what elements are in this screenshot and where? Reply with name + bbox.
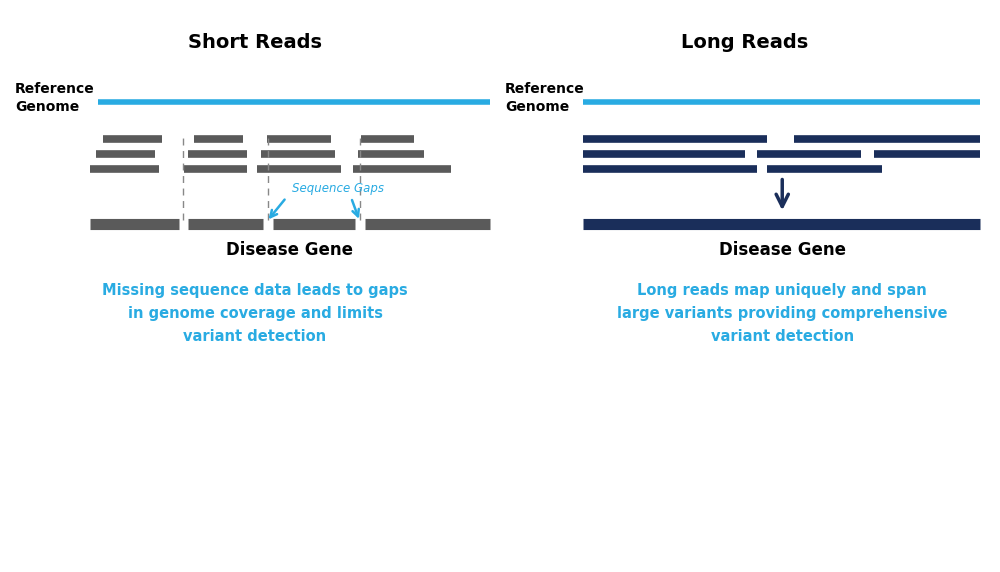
Text: Sequence Gaps: Sequence Gaps [292,182,384,195]
Text: Reference
Genome: Reference Genome [15,82,95,114]
Text: Missing sequence data leads to gaps
in genome coverage and limits
variant detect: Missing sequence data leads to gaps in g… [102,283,408,344]
Text: Reference
Genome: Reference Genome [505,82,585,114]
Text: Long reads map uniquely and span
large variants providing comprehensive
variant : Long reads map uniquely and span large v… [617,283,947,344]
Text: Disease Gene: Disease Gene [719,241,846,259]
Text: Long Reads: Long Reads [681,33,809,51]
Text: Disease Gene: Disease Gene [226,241,353,259]
Text: Short Reads: Short Reads [188,33,322,51]
